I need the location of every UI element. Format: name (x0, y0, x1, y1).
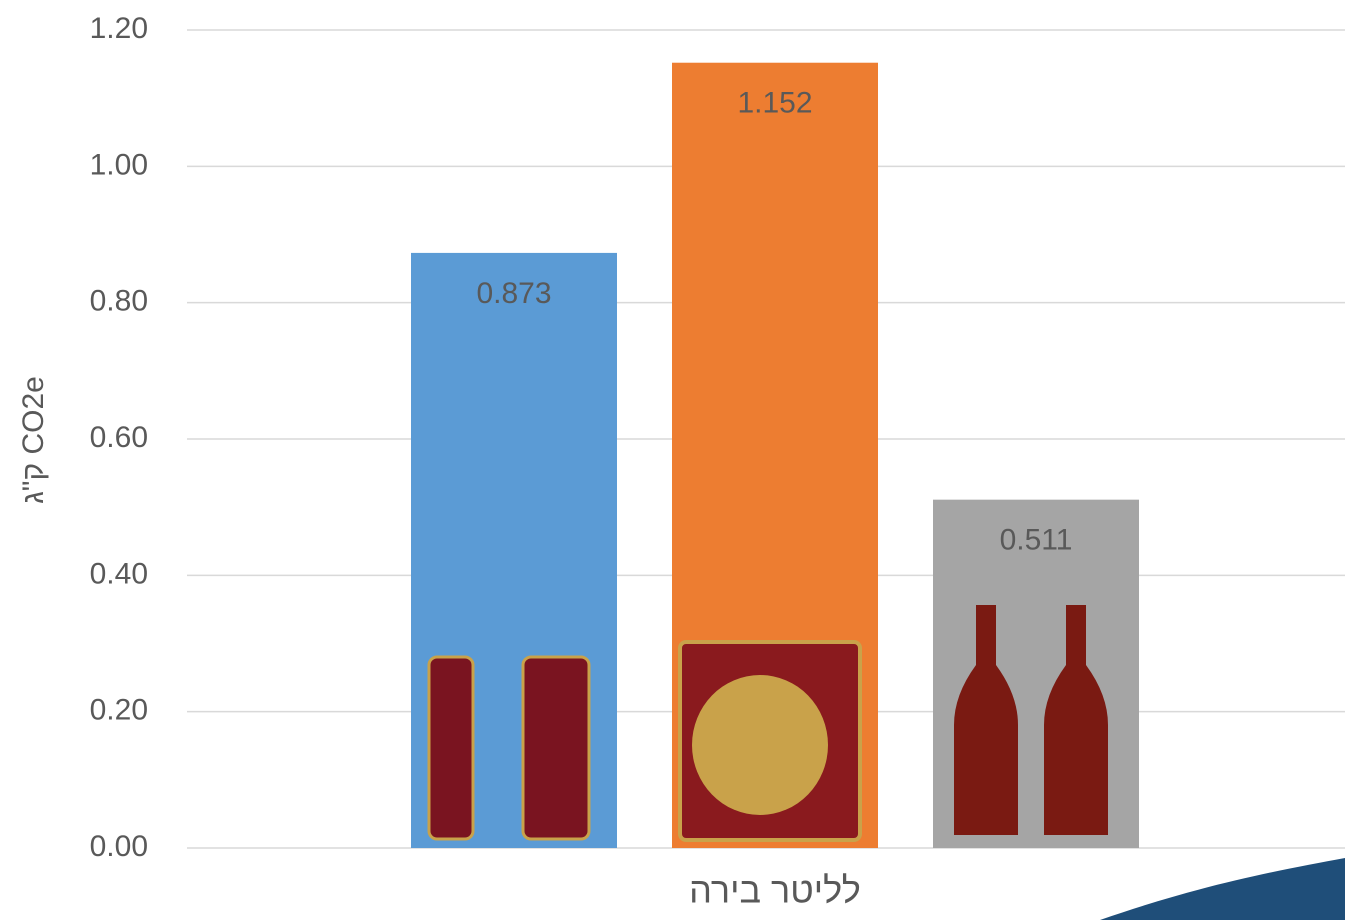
product-images (427, 605, 1108, 842)
y-tick-label: 0.80 (90, 285, 148, 318)
value-label: 0.873 (476, 277, 551, 310)
value-label: 1.152 (737, 87, 812, 120)
y-tick-label: 0.00 (90, 830, 148, 863)
y-tick-label: 1.20 (90, 12, 148, 45)
value-labels: 0.873 1.152 0.511 (476, 87, 1072, 557)
y-tick-label: 0.60 (90, 421, 148, 454)
y-tick-label: 1.00 (90, 148, 148, 181)
pack-label (692, 675, 828, 815)
x-axis-label: לליטר בירה (689, 870, 861, 911)
bottle-icon (954, 605, 1018, 835)
corner-decoration (1100, 858, 1345, 920)
y-tick-label: 0.40 (90, 557, 148, 590)
y-tick-label: 0.20 (90, 694, 148, 727)
can-icon (521, 655, 591, 841)
value-label: 0.511 (1000, 524, 1073, 557)
can-icon (427, 655, 475, 841)
bottle-icon (1044, 605, 1108, 835)
y-axis-label: ק"ג CO2e (17, 376, 50, 504)
